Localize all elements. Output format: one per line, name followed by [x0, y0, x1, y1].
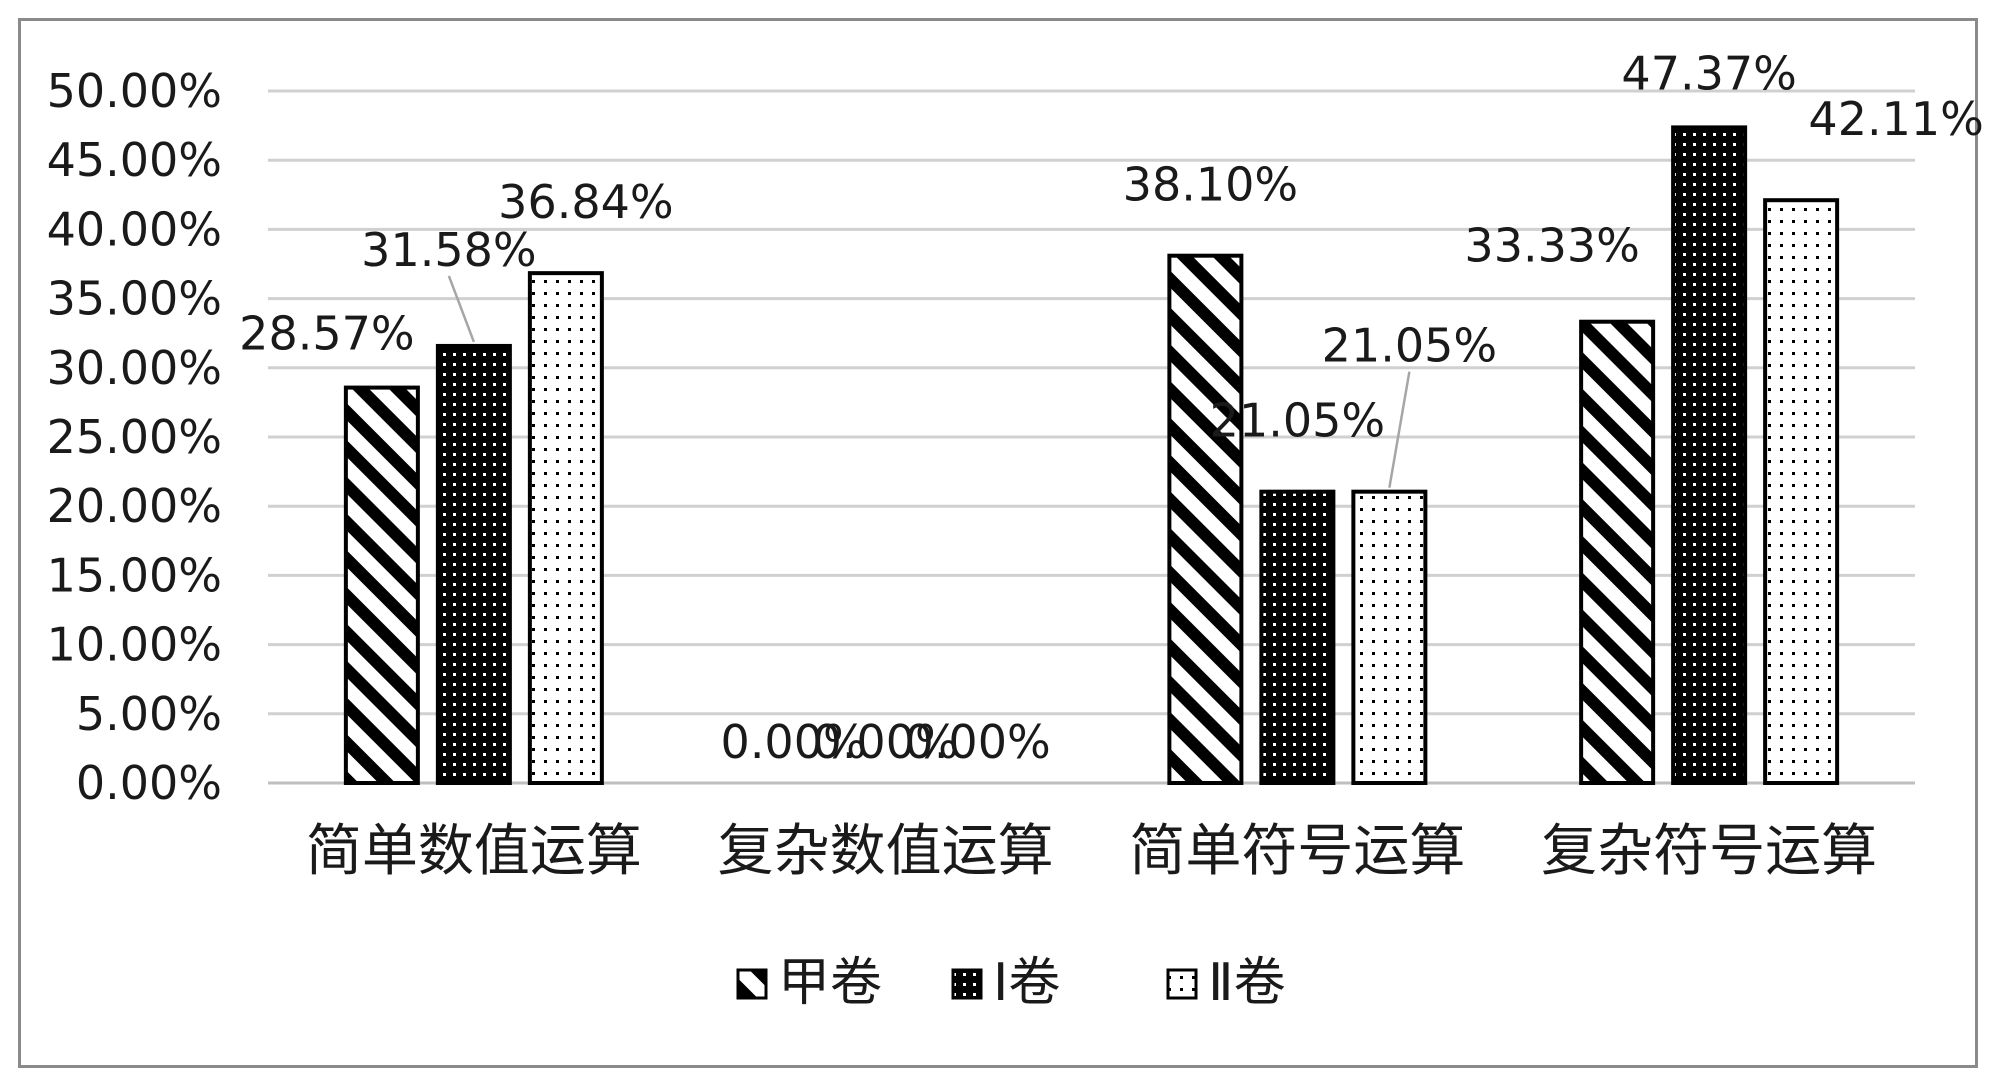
data-label: 42.11% [1808, 92, 1983, 146]
data-label: 0.00% [721, 715, 867, 769]
data-label: 0.00% [905, 715, 1051, 769]
legend-swatch [1166, 968, 1198, 1000]
leader-line [1388, 371, 1411, 488]
x-category-label: 复杂数值运算 [718, 819, 1054, 884]
y-tick-label: 45.00% [47, 133, 222, 187]
bar [1763, 198, 1840, 786]
legend-swatch [951, 968, 983, 1000]
legend-label: Ⅱ卷 [1208, 953, 1286, 1013]
bar [435, 343, 512, 785]
legend-label: Ⅰ卷 [993, 953, 1060, 1013]
y-tick-label: 5.00% [76, 687, 222, 741]
leader-line [447, 275, 476, 343]
data-label: 36.84% [498, 175, 673, 229]
data-label: 28.57% [239, 307, 414, 361]
bar [1167, 253, 1244, 786]
data-label: 31.58% [361, 223, 536, 277]
legend-swatch [736, 968, 768, 1000]
legend-label: 甲卷 [778, 953, 882, 1013]
bar [1259, 489, 1336, 785]
leader-lines [447, 275, 1411, 488]
data-label: 21.05% [1210, 394, 1385, 448]
data-label: 0.00% [813, 715, 959, 769]
legend: 甲卷 Ⅰ卷 Ⅱ卷 [736, 953, 1286, 1013]
y-tick-label: 30.00% [47, 341, 222, 395]
bar [1579, 319, 1656, 785]
data-label: 38.10% [1123, 158, 1298, 212]
y-tick-label: 40.00% [47, 202, 222, 256]
x-category-label: 简单数值运算 [306, 819, 642, 884]
y-tick-label: 25.00% [47, 410, 222, 464]
x-category-label: 简单符号运算 [1129, 819, 1465, 884]
y-tick-label: 0.00% [76, 756, 222, 810]
data-label: 33.33% [1464, 219, 1639, 273]
y-tick-label: 15.00% [47, 548, 222, 602]
y-tick-label: 35.00% [47, 272, 222, 326]
y-tick-label: 50.00% [47, 64, 222, 118]
y-axis-tick-labels: 0.00% 5.00% 10.00% 15.00% 20.00% 25.00% 30.00%… [47, 64, 222, 810]
bar [343, 385, 420, 785]
data-label: 47.37% [1621, 46, 1796, 100]
bar [527, 271, 604, 785]
data-label: 21.05% [1322, 319, 1497, 373]
bar [1671, 125, 1748, 786]
x-axis-category-labels: 简单数值运算 复杂数值运算 简单符号运算 复杂符号运算 [306, 819, 1877, 884]
x-category-label: 复杂符号运算 [1541, 819, 1877, 884]
bar [1351, 489, 1428, 785]
data-labels: 28.57%31.58%36.84%0.00%0.00%0.00%38.10%2… [239, 46, 1984, 769]
y-tick-label: 10.00% [47, 618, 222, 672]
y-tick-label: 20.00% [47, 479, 222, 533]
bars [343, 125, 1840, 786]
